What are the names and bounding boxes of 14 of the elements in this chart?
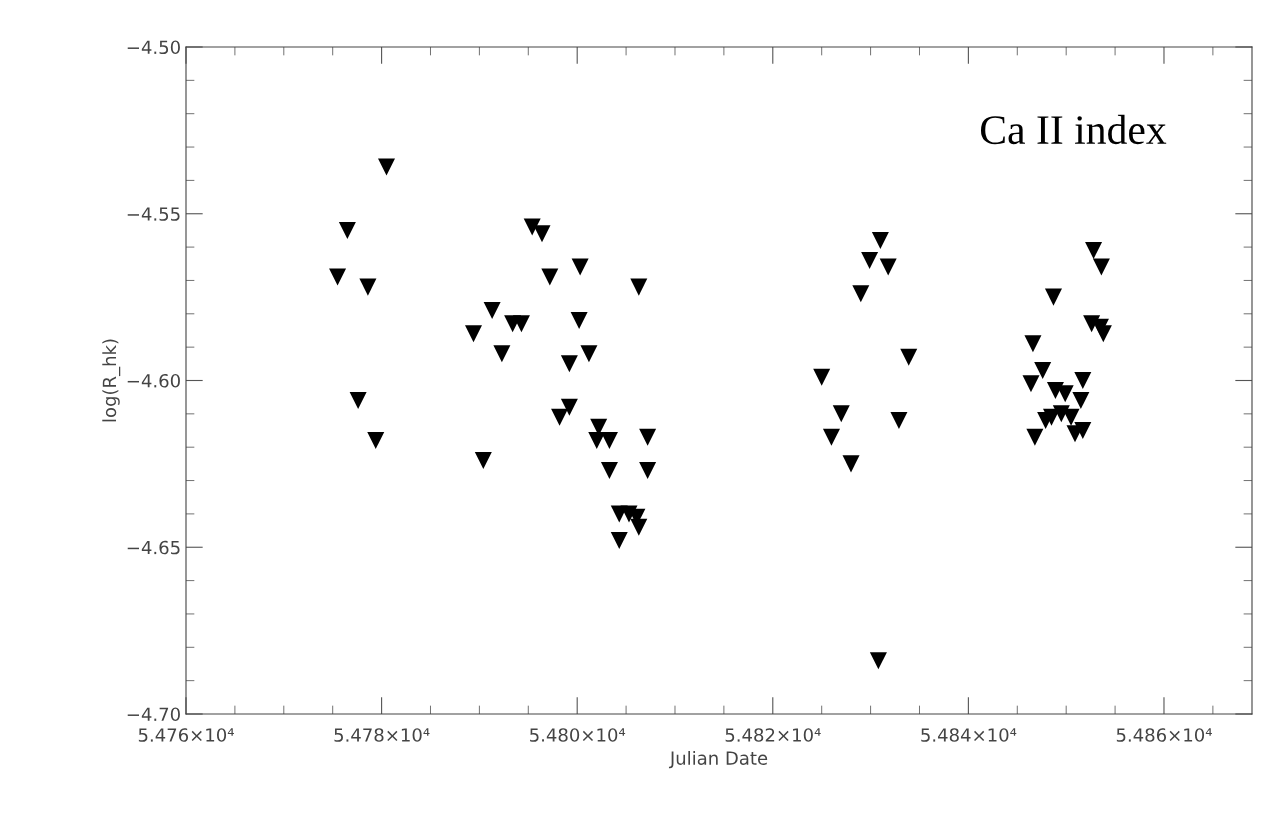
x-tick-label: 5.478×10⁴ [334,728,430,742]
x-tick-label: 5.484×10⁴ [921,728,1017,742]
x-tick-label: 5.486×10⁴ [1116,728,1212,742]
x-tick-label: 5.482×10⁴ [725,728,821,742]
annotation: Ca II index [980,114,1167,145]
y-tick-label: −4.50 [127,40,180,55]
x-tick-label: 5.476×10⁴ [138,728,234,742]
x-axis-title: Julian Date [668,750,768,769]
y-tick-label: −4.60 [127,373,180,388]
y-axis-title: log(R_hk) [102,339,121,422]
y-tick-label: −4.55 [127,207,180,221]
x-tick-label: 5.480×10⁴ [530,728,626,742]
y-tick-label: −4.70 [127,707,180,722]
y-tick-label: −4.65 [127,540,180,555]
